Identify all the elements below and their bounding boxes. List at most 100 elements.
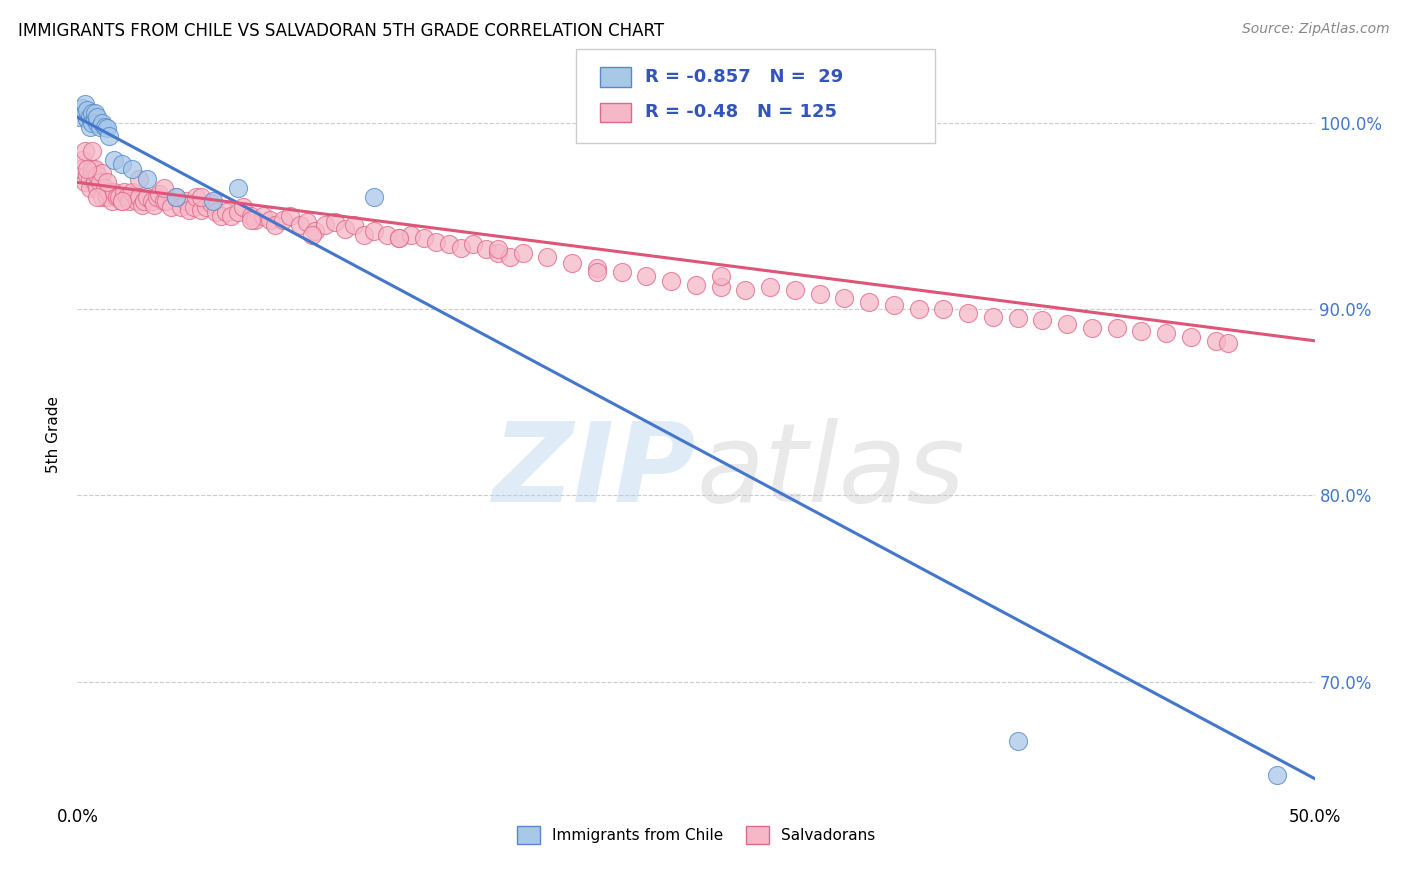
Point [486,243,509,257]
Point [82,116,104,130]
Point [165,190,187,204]
Point [111,194,134,208]
Point [79,181,101,195]
Point [131,198,153,212]
Point [83,175,105,189]
Point [69,110,91,124]
Point [363,190,385,204]
Point [125,194,148,208]
Point [135,171,157,186]
Point [425,235,447,249]
Point [128,171,150,186]
Point [183,200,205,214]
Point [304,224,326,238]
Point [111,157,134,171]
Point [981,310,1004,324]
Point [101,194,124,208]
Point [89,120,111,134]
Point [226,181,249,195]
Text: atlas: atlas [696,418,965,525]
Point [1007,311,1029,326]
Point [1130,325,1153,339]
Point [1007,734,1029,748]
Point [463,236,485,251]
Text: R = -0.48   N = 125: R = -0.48 N = 125 [645,103,838,121]
Point [98,185,121,199]
Point [1056,317,1078,331]
Point [388,231,411,245]
Point [91,166,114,180]
Point [858,294,880,309]
Point [388,231,411,245]
Point [278,209,301,223]
Point [73,175,96,189]
Point [932,302,955,317]
Point [105,190,128,204]
Legend: Immigrants from Chile, Salvadorans: Immigrants from Chile, Salvadorans [510,820,882,850]
Point [1205,334,1227,348]
Point [93,120,115,134]
Point [412,231,434,245]
Point [112,185,135,199]
Point [103,185,125,199]
Point [252,209,274,223]
Point [128,190,150,204]
Point [343,219,366,233]
Point [536,250,558,264]
Point [135,190,157,204]
Text: R = -0.857   N =  29: R = -0.857 N = 29 [645,68,844,86]
Point [957,306,980,320]
Point [297,214,319,228]
Point [685,277,707,292]
Point [73,106,96,120]
Point [610,265,633,279]
Point [195,200,218,214]
Point [72,101,94,115]
Point [86,110,108,124]
Point [301,227,323,242]
Point [219,209,242,223]
Point [79,171,101,186]
Point [636,268,658,283]
Point [86,116,108,130]
Point [103,153,125,167]
Point [115,190,138,204]
Point [783,284,806,298]
Point [486,246,509,260]
Point [143,198,166,212]
Point [83,112,105,126]
Point [834,291,856,305]
Point [91,190,114,204]
Point [76,103,98,117]
Point [202,194,225,208]
Point [759,279,782,293]
Point [883,298,905,312]
Point [76,112,98,126]
Point [165,190,187,204]
Point [111,194,134,208]
Point [82,144,104,158]
Point [659,274,682,288]
Point [710,279,733,293]
Point [174,194,197,208]
Point [209,209,232,223]
Point [82,106,104,120]
Point [83,106,105,120]
Point [145,190,167,204]
Point [190,203,212,218]
Point [363,224,385,238]
Point [72,153,94,167]
Point [586,261,609,276]
Point [96,175,118,189]
Point [86,168,108,182]
Point [259,212,281,227]
Point [121,162,143,177]
Point [153,194,176,208]
Point [239,209,262,223]
Point [1031,313,1053,327]
Point [89,175,111,189]
Text: IMMIGRANTS FROM CHILE VS SALVADORAN 5TH GRADE CORRELATION CHART: IMMIGRANTS FROM CHILE VS SALVADORAN 5TH … [18,22,665,40]
Text: ZIP: ZIP [492,418,696,525]
Point [1267,768,1289,782]
Point [1216,335,1239,350]
